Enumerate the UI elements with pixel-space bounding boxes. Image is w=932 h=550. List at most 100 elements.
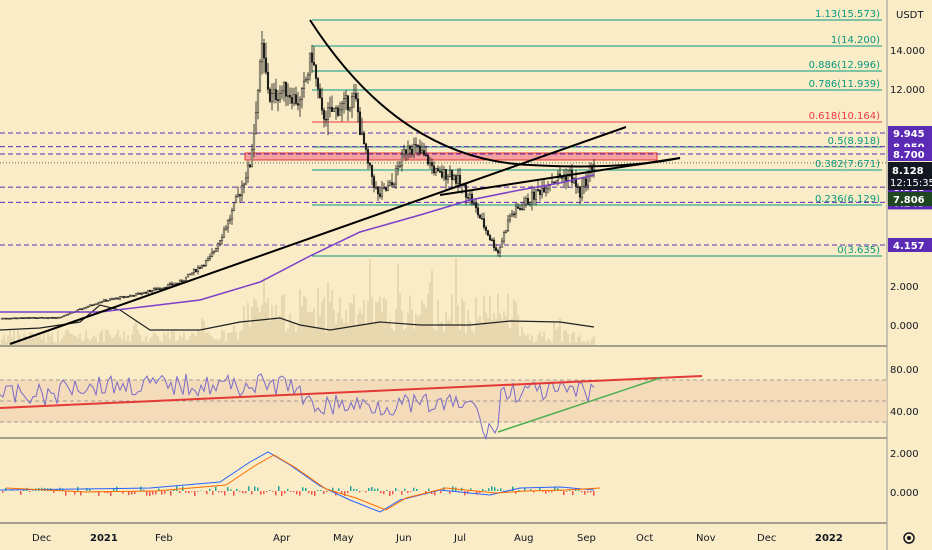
volume-bar — [5, 341, 7, 345]
macd-hist-bar — [65, 491, 67, 496]
candle-body — [434, 168, 438, 174]
volume-bar — [483, 295, 485, 345]
volume-bar — [249, 325, 251, 345]
volume-bar — [133, 324, 135, 345]
volume-bars — [1, 256, 595, 345]
macd-hist-bar — [110, 491, 112, 496]
volume-bar — [277, 316, 279, 345]
volume-bar — [171, 330, 173, 345]
candle-body — [290, 97, 294, 104]
volume-bar — [217, 340, 219, 345]
volume-bar — [179, 335, 181, 345]
candle-body — [424, 154, 428, 157]
volume-bar — [225, 341, 227, 345]
candle-body — [240, 185, 244, 196]
volume-bar — [81, 340, 83, 345]
candle-body — [152, 288, 156, 291]
candle-body — [38, 316, 42, 319]
volume-bar — [485, 312, 487, 345]
candle-body — [62, 315, 66, 317]
candle-body — [396, 166, 400, 169]
candle-body — [34, 317, 38, 319]
volume-bar — [397, 263, 399, 345]
volume-bar — [453, 324, 455, 345]
candle-body — [96, 302, 100, 305]
candle-body — [456, 175, 460, 184]
macd-hist-bar — [374, 488, 376, 491]
volume-bar — [161, 342, 163, 345]
macd-hist-bar — [299, 491, 301, 496]
candle-body — [116, 297, 120, 300]
volume-bar — [243, 306, 245, 345]
macd-hist-bar — [194, 491, 196, 496]
candle-body — [22, 317, 26, 319]
candle-body — [272, 89, 276, 94]
candle-body — [536, 189, 540, 191]
volume-bar — [117, 330, 119, 345]
macd-hist-bar — [365, 491, 367, 493]
x-label: Jul — [453, 533, 466, 544]
candle-body — [430, 162, 434, 167]
candle-body — [248, 164, 252, 168]
macd-hist-bar — [533, 491, 535, 493]
candle-body — [134, 293, 138, 297]
candle-body — [118, 296, 122, 300]
fib-label: 1.13(15.573) — [815, 9, 880, 20]
price-badge-text: 8.700 — [893, 150, 925, 161]
candle-body — [496, 250, 500, 254]
volume-bar — [11, 337, 13, 345]
macd-hist-bar — [371, 486, 373, 491]
fib-label: 0.886(12.996) — [809, 60, 881, 71]
candle-body — [502, 232, 506, 242]
candle-body — [304, 79, 308, 82]
candle-body — [476, 207, 480, 216]
volume-bar — [187, 339, 189, 345]
price-badge — [888, 126, 932, 140]
volume-bar — [471, 330, 473, 345]
candle-body — [150, 290, 154, 293]
current-price-text: 8.128 — [892, 166, 924, 177]
volume-bar — [519, 336, 521, 345]
rsi-green-trendline[interactable] — [497, 377, 661, 433]
volume-bar — [461, 298, 463, 345]
volume-bar — [45, 342, 47, 345]
volume-bar — [573, 331, 575, 345]
volume-bar — [205, 333, 207, 345]
volume-bar — [475, 297, 477, 345]
candle-body — [520, 208, 524, 211]
volume-bar — [121, 339, 123, 345]
macd-hist-bar — [320, 489, 322, 491]
volume-bar — [403, 329, 405, 345]
candle-body — [474, 203, 478, 209]
candle-body — [138, 293, 142, 295]
volume-bar — [97, 342, 99, 345]
x-label: Apr — [273, 533, 291, 544]
resistance-zone[interactable] — [244, 152, 658, 161]
volume-bar — [279, 315, 281, 345]
candle-body — [316, 78, 320, 90]
gear-icon[interactable] — [903, 532, 915, 544]
candle-body — [376, 186, 380, 195]
volume-bar — [177, 339, 179, 345]
rsi-red-trendline[interactable] — [0, 375, 703, 409]
candle-body — [212, 250, 216, 254]
volume-bar — [241, 329, 243, 345]
candle-body — [30, 317, 34, 319]
macd-hist-bar — [209, 488, 211, 491]
candle-body — [140, 293, 144, 295]
candle-body — [54, 317, 58, 319]
candle-body — [512, 213, 516, 216]
volume-bar — [29, 332, 31, 345]
volume-bar — [227, 333, 229, 345]
candle-body — [192, 269, 196, 274]
volume-bar — [543, 331, 545, 345]
signal-line — [5, 454, 601, 511]
descending-arc[interactable] — [309, 19, 681, 168]
ascending-trendline[interactable] — [9, 126, 627, 345]
volume-bar — [255, 299, 257, 345]
candle-body — [530, 191, 534, 204]
candle-body — [122, 296, 126, 298]
macd-hist-bar — [293, 491, 295, 493]
candle-body — [524, 198, 528, 206]
